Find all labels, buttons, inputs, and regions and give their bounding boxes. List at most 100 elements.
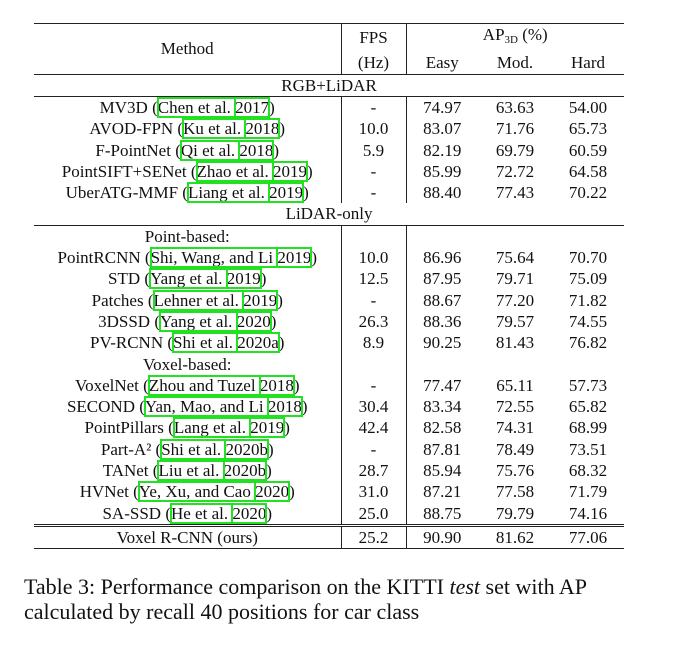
header-hard: Hard <box>552 51 625 75</box>
mod-cell: 65.11 <box>496 375 534 395</box>
table-row: TANet (Liu et al. 2020b) 28.7 85.94 75.76 68… <box>34 459 624 482</box>
results-table: Method FPS AP3D (%) (Hz) Easy Mod. Hard … <box>34 23 625 550</box>
easy-cell: 87.95 <box>405 268 478 290</box>
citation-year-link[interactable]: 2018 <box>258 374 295 396</box>
citation-author-link[interactable]: Ye, Xu, and Cao <box>137 481 257 503</box>
citation-author-link[interactable]: Zhou and Tuzel <box>147 374 261 396</box>
citation-year-link[interactable]: 2019 <box>272 160 309 182</box>
table-row: AVOD-FPN (Ku et al. 2018) 10.0 83.07 71.76 6… <box>34 118 624 140</box>
method-cell: Part-A² (Shi et al. 2020b) <box>100 438 274 460</box>
ap-subscript: 3D <box>504 34 518 46</box>
empty-cell <box>405 353 625 375</box>
mod-cell: 77.58 <box>495 482 535 502</box>
easy-cell: 90.25 <box>405 332 478 354</box>
citation-year-link[interactable]: 2018 <box>238 139 275 161</box>
easy-cell: 88.36 <box>405 310 478 333</box>
citation-author-link[interactable]: Liang et al. <box>186 182 271 204</box>
section-title: RGB+LiDAR <box>34 74 625 97</box>
mod-cell: 79.79 <box>495 503 535 523</box>
citation-author-link[interactable]: Lehner et al. <box>152 289 245 311</box>
mod-cell: 77.20 <box>495 290 535 310</box>
method-name: 3DSSD <box>98 311 151 331</box>
fps-cell: 28.7 <box>340 459 406 482</box>
hard-cell: 74.16 <box>568 503 608 523</box>
easy-cell: 88.40 <box>405 181 478 204</box>
citation-year-link[interactable]: 2020b <box>224 438 269 460</box>
table-row: PointPillars (Lang et al. 2019) 42.4 82.58… <box>34 417 624 439</box>
method-name: PV-RCNN <box>90 333 164 353</box>
method-name: Patches <box>91 290 144 310</box>
citation-author-link[interactable]: Liu et al. <box>157 459 225 481</box>
method-cell: PointRCNN (Shi, Wang, and Li 2019) <box>57 247 317 269</box>
fps-cell: - <box>340 96 406 119</box>
method-name: Part-A² <box>100 439 152 459</box>
citation-year-link[interactable]: 2020 <box>254 481 291 503</box>
header-easy: Easy <box>405 51 478 75</box>
hard-cell: 76.82 <box>568 333 608 353</box>
table-row: VoxelNet (Zhou and Tuzel 2018) -77.47 65.1… <box>34 374 624 396</box>
section-header-row: RGB+LiDAR <box>34 74 625 97</box>
fps-cell: 30.4 <box>340 395 406 418</box>
mod-cell: 81.43 <box>495 333 535 353</box>
hard-cell: 70.22 <box>568 183 608 203</box>
citation-year-link[interactable]: 2018 <box>244 118 281 140</box>
citation-year-link[interactable]: 2020 <box>235 310 272 332</box>
ap-unit: (%) <box>517 25 548 44</box>
hard-cell: 68.32 <box>568 460 608 480</box>
citation-author-link[interactable]: Shi, Wang, and Li <box>149 247 279 269</box>
ap-label: AP <box>482 25 505 44</box>
hard-cell: 71.79 <box>568 482 608 502</box>
citation-author-link[interactable]: Chen et al. <box>156 96 237 118</box>
caption-prefix: Table 3: Performance comparison on the K… <box>24 574 450 599</box>
hard-cell: 65.82 <box>568 397 608 417</box>
citation-author-link[interactable]: Yang et al. <box>159 310 238 332</box>
section-header-row: LiDAR-only <box>34 203 625 226</box>
group-label: Voxel-based: <box>143 354 232 374</box>
group-header-row: Point-based: <box>34 225 625 247</box>
method-name: PointRCNN <box>57 248 141 268</box>
table-row: STD (Yang et al. 2019) 12.5 87.95 79.71 75.0… <box>34 268 624 290</box>
table-row: F-PointNet (Qi et al. 2018) 5.9 82.19 69.79… <box>34 139 624 161</box>
hard-cell: 70.70 <box>568 248 608 268</box>
method-cell: TANet (Liu et al. 2020b) <box>102 459 272 481</box>
citation-author-link[interactable]: Ku et al. <box>182 118 247 140</box>
citation-author-link[interactable]: Yan, Mao, and Li <box>143 396 269 418</box>
fps-cell: - <box>340 438 406 460</box>
mod-cell: 71.76 <box>495 119 535 139</box>
hard-cell: 73.51 <box>568 439 608 459</box>
method-name: SECOND <box>66 397 135 417</box>
group-header-row: Voxel-based: <box>34 353 625 375</box>
citation-year-link[interactable]: 2019 <box>249 417 286 439</box>
fps-cell: 42.4 <box>340 417 406 439</box>
method-name: STD <box>108 269 141 289</box>
mod-cell: 78.49 <box>495 439 535 459</box>
citation-year-link[interactable]: 2020 <box>231 502 268 524</box>
citation-author-link[interactable]: He et al. <box>169 502 234 524</box>
citation-year-link[interactable]: 2019 <box>268 182 305 204</box>
method-cell: UberATG-MMF (Liang et al. 2019) <box>65 182 309 204</box>
citation-year-link[interactable]: 2019 <box>276 247 313 269</box>
citation-author-link[interactable]: Shi et al. <box>172 332 239 354</box>
citation-author-link[interactable]: Qi et al. <box>179 139 241 161</box>
hard-cell: 65.73 <box>568 119 608 139</box>
table-row: PointSIFT+SENet (Zhao et al. 2019) -85.99… <box>34 160 624 182</box>
citation-year-link[interactable]: 2020b <box>222 459 268 481</box>
citation-author-link[interactable]: Zhao et al. <box>195 160 275 182</box>
method-name: HVNet <box>79 482 129 502</box>
citation-year-link[interactable]: 2019 <box>225 268 262 290</box>
citation-author-link[interactable]: Lang et al. <box>172 417 252 439</box>
method-cell: MV3D (Chen et al. 2017) <box>99 96 275 118</box>
citation-author-link[interactable]: Yang et al. <box>149 268 228 290</box>
citation-year-link[interactable]: 2019 <box>242 289 279 311</box>
easy-cell: 74.97 <box>405 96 478 119</box>
mod-cell: 72.55 <box>495 397 535 417</box>
method-name: VoxelNet <box>75 375 139 395</box>
table-row: SECOND (Yan, Mao, and Li 2018) 30.4 83.34 7… <box>34 395 624 418</box>
empty-cell <box>405 225 625 247</box>
citation-year-link[interactable]: 2020a <box>236 332 280 354</box>
table-row: Part-A² (Shi et al. 2020b) -87.81 78.49 73.… <box>34 438 624 460</box>
citation-author-link[interactable]: Shi et al. <box>160 438 227 460</box>
citation-year-link[interactable]: 2018 <box>266 396 303 418</box>
header-ap3d: AP3D (%) <box>405 23 625 51</box>
citation-year-link[interactable]: 2017 <box>234 96 271 118</box>
